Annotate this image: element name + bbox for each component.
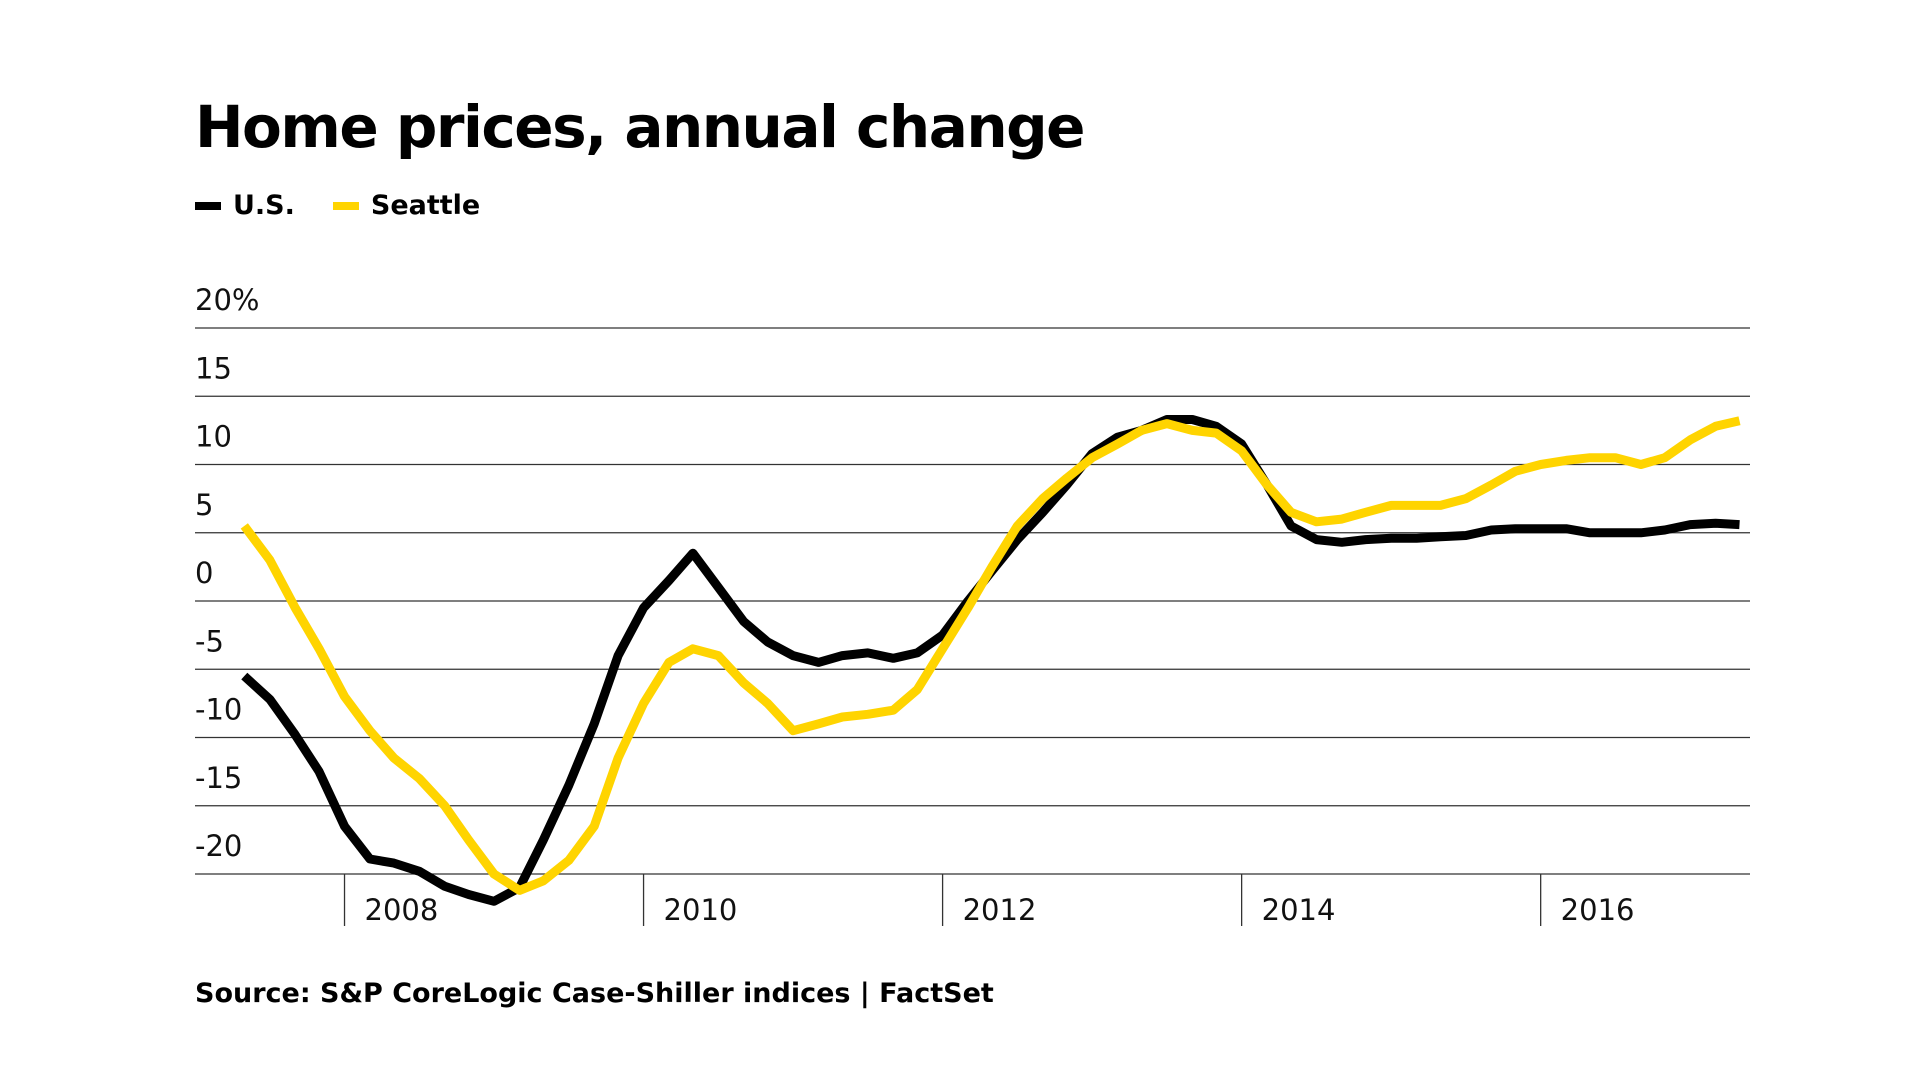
x-tick-label: 2008 <box>365 893 439 927</box>
y-tick-label: 10 <box>195 420 232 454</box>
y-tick-label: -10 <box>195 693 242 727</box>
legend-item-seattle: Seattle <box>332 190 481 221</box>
legend-label-seattle: Seattle <box>370 190 481 221</box>
y-tick-label: -20 <box>195 829 242 863</box>
series-lines <box>240 415 1741 906</box>
series-line-us <box>241 415 1740 906</box>
source-note: Source: S&P CoreLogic Case-Shiller indic… <box>195 978 994 1009</box>
x-tick-label: 2010 <box>664 893 738 927</box>
chart-legend: U.S. Seattle <box>195 190 518 221</box>
y-tick-label: -15 <box>195 761 242 795</box>
legend-swatch-us <box>195 201 221 210</box>
y-tick-label: 20% <box>195 283 259 317</box>
chart-title: Home prices, annual change <box>195 93 1086 161</box>
x-tick-label: 2014 <box>1262 893 1336 927</box>
x-axis: 2008 2010 2012 2014 2016 <box>343 874 1635 927</box>
y-tick-label: 5 <box>195 488 213 522</box>
y-tick-label: -5 <box>195 624 224 658</box>
y-axis: 20% 15 10 5 0 -5 -10 -15 -20 <box>195 283 259 863</box>
y-tick-label: 15 <box>195 351 232 385</box>
legend-label-us: U.S. <box>233 190 295 221</box>
legend-item-us: U.S. <box>195 190 295 221</box>
x-tick-label: 2016 <box>1561 893 1635 927</box>
x-tick-label: 2012 <box>963 893 1037 927</box>
legend-swatch-seattle <box>332 201 359 210</box>
series-line-seattle <box>240 416 1741 895</box>
y-tick-label: 0 <box>195 556 213 590</box>
